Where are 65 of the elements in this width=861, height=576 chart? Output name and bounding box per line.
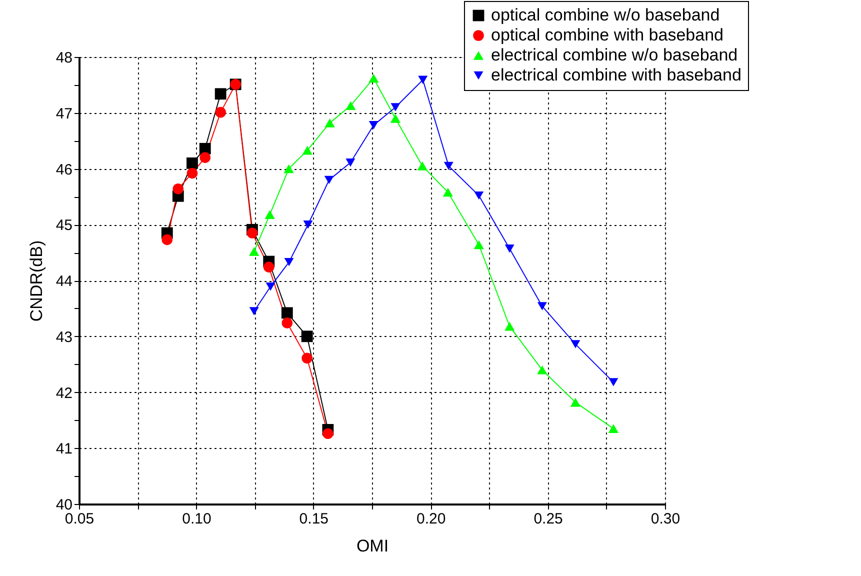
point	[186, 157, 198, 169]
y-tick-label: 42	[56, 384, 72, 402]
point	[608, 424, 619, 433]
x-tick-label: 0.20	[416, 510, 446, 528]
point	[266, 282, 276, 291]
point	[303, 220, 313, 229]
x-tick-label: 0.10	[182, 510, 212, 528]
point	[570, 340, 580, 348]
point	[284, 164, 294, 174]
y-axis-title: CNDR(dB)	[26, 240, 46, 322]
y-tick-label: 48	[56, 50, 72, 66]
x-tick-label: 0.15	[299, 510, 328, 528]
y-tick-label: 41	[56, 440, 72, 458]
point	[264, 210, 275, 219]
point	[474, 191, 484, 200]
point	[324, 118, 335, 128]
point	[474, 240, 484, 250]
point	[608, 378, 618, 386]
y-tick-label: 40	[56, 496, 72, 514]
point	[368, 121, 378, 130]
point	[249, 247, 260, 256]
x-tick-label: 0.25	[534, 510, 563, 528]
y-tick-label: 46	[56, 161, 72, 178]
point	[186, 168, 198, 179]
point	[263, 262, 274, 272]
x-tick-label: 0.05	[64, 510, 94, 528]
point	[418, 76, 428, 84]
point	[301, 330, 313, 342]
point	[284, 258, 294, 266]
point	[249, 307, 259, 316]
point	[537, 302, 547, 310]
point	[214, 88, 226, 100]
y-tick-label: 45	[56, 217, 72, 234]
point	[346, 101, 356, 110]
point	[281, 307, 293, 319]
legend-label: electrical combine w/o baseband	[491, 46, 738, 64]
point	[570, 398, 581, 407]
point	[200, 152, 211, 163]
y-tick-label: 47	[56, 105, 72, 122]
point	[324, 176, 334, 184]
point	[302, 352, 312, 364]
point	[322, 428, 334, 439]
x-tick-label: 0.30	[650, 510, 680, 528]
point	[246, 228, 258, 238]
point	[346, 158, 356, 167]
legend-label: optical combine w/o baseband	[491, 6, 720, 24]
y-tick-label: 44	[56, 273, 72, 290]
legend-label: optical combine with baseband	[491, 26, 724, 44]
point	[504, 244, 514, 253]
point	[162, 234, 173, 246]
point	[504, 322, 515, 331]
point	[444, 162, 454, 170]
point	[390, 114, 401, 123]
point	[442, 188, 454, 197]
point	[390, 103, 400, 112]
point	[368, 74, 379, 83]
y-tick-label: 43	[56, 328, 72, 346]
point	[215, 106, 226, 118]
point	[302, 146, 312, 155]
point	[172, 183, 184, 194]
x-axis-title: OMI	[356, 536, 389, 556]
point	[282, 318, 293, 328]
point	[417, 162, 428, 170]
point	[537, 366, 548, 374]
legend-label: electrical combine with baseband	[491, 66, 742, 84]
